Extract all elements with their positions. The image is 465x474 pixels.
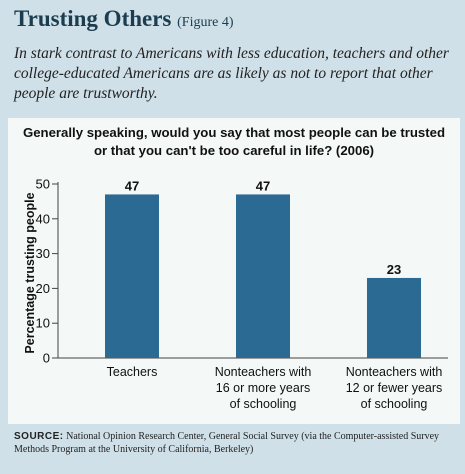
bar-chart: Percentage trusting people 0 10 20 30 40 50 47 4…: [23, 177, 448, 366]
title-text: Trusting Others: [14, 6, 172, 31]
y-tick-label: 20: [36, 281, 50, 296]
bar: [236, 194, 290, 358]
source-note: SOURCE: National Opinion Research Center…: [14, 430, 454, 456]
y-tick-label: 30: [36, 246, 50, 261]
chart-title: Generally speaking, would you say that m…: [8, 124, 460, 160]
y-axis-title: Percentage trusting people: [23, 192, 37, 353]
x-category-line: Nonteachers with: [345, 365, 443, 379]
figure-number: (Figure 4): [177, 15, 234, 30]
x-category-label: Teachers: [67, 364, 197, 380]
x-category-line: of schooling: [360, 397, 428, 411]
x-category-line: of schooling: [229, 397, 297, 411]
x-category-label: Nonteachers with 12 or fewer years of scho…: [329, 364, 459, 412]
figure-subtitle: In stark contrast to Americans with less…: [14, 45, 449, 102]
figure-title: Trusting Others (Figure 4): [14, 6, 234, 32]
y-tick-label: 0: [43, 351, 50, 366]
source-label: SOURCE:: [14, 431, 64, 442]
x-category-line: Teachers: [106, 365, 158, 379]
y-tick-label: 40: [36, 211, 50, 226]
bar: [367, 277, 421, 358]
x-category-line: 16 or more years: [215, 381, 311, 395]
chart-title-line-1: Generally speaking, would you say that m…: [22, 125, 446, 140]
chart-title-line-2: or that you can't be too careful in life…: [93, 143, 375, 158]
x-category-line: Nonteachers with: [214, 365, 312, 379]
y-tick-label: 10: [36, 316, 50, 331]
x-category-label: Nonteachers with 16 or more years of schoo…: [198, 364, 328, 412]
chart-panel: Generally speaking, would you say that m…: [8, 118, 460, 424]
x-category-line: 12 or fewer years: [345, 381, 443, 395]
data-label: 47: [256, 178, 270, 193]
bar: [105, 194, 159, 358]
data-label: 47: [125, 178, 139, 193]
figure-header: Trusting Others (Figure 4) In stark cont…: [0, 0, 465, 118]
source-text: National Opinion Research Center, Genera…: [14, 431, 440, 455]
data-label: 23: [387, 262, 401, 277]
y-tick-label: 50: [36, 177, 50, 192]
